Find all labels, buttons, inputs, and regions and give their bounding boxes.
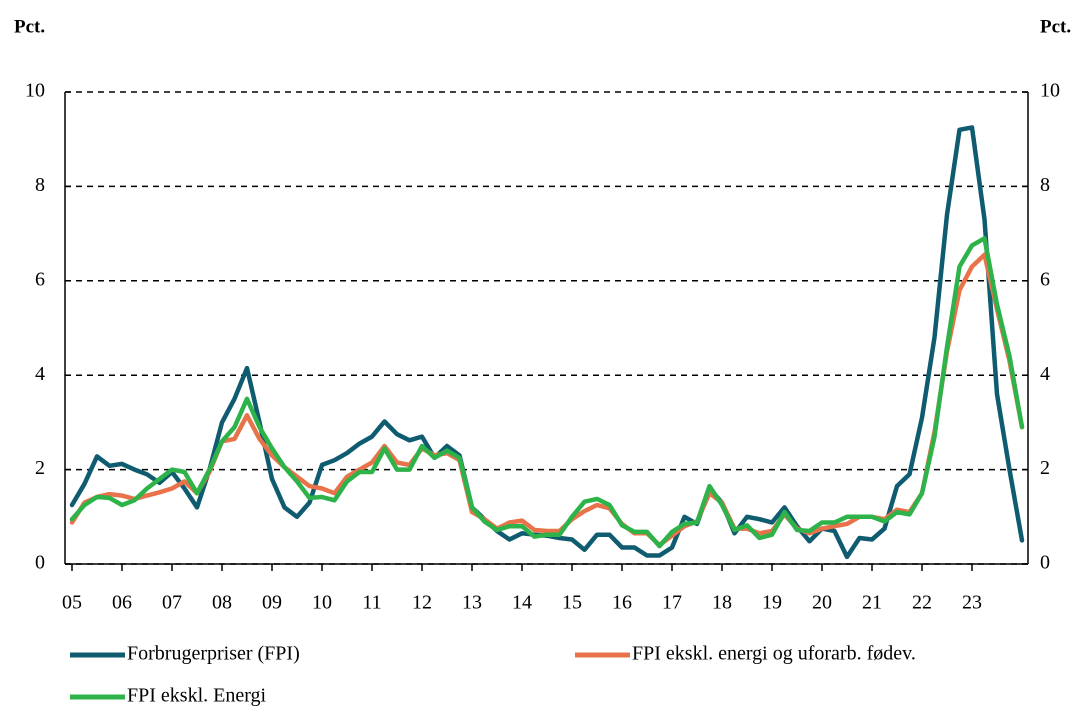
- x-tick-label: 08: [212, 592, 232, 614]
- y2-tick-label: 4: [1040, 363, 1050, 385]
- x-tick-label: 17: [662, 592, 682, 614]
- x-tick-label: 16: [612, 592, 632, 614]
- series-line: [69, 236, 1025, 549]
- y-tick-label: 4: [35, 363, 45, 385]
- y-tick-label: 10: [25, 80, 45, 102]
- x-tick-label: 10: [312, 592, 332, 614]
- y-axis-label: Pct.: [14, 16, 45, 37]
- x-tick-label: 19: [762, 592, 782, 614]
- y2-tick-label: 8: [1040, 174, 1050, 196]
- x-tick-label: 11: [362, 592, 381, 614]
- legend-label: FPI ekskl. Energi: [127, 685, 267, 707]
- y2-tick-label: 6: [1040, 268, 1050, 290]
- x-tick-label: 06: [112, 592, 132, 614]
- x-tick-label: 07: [162, 592, 182, 614]
- x-tick-label: 15: [562, 592, 582, 614]
- x-tick-label: 21: [862, 592, 882, 614]
- y-tick-label: 6: [35, 268, 45, 290]
- x-tick-label: 18: [712, 592, 732, 614]
- y2-tick-label: 0: [1040, 552, 1050, 574]
- x-tick-label: 12: [412, 592, 432, 614]
- series-line: [69, 125, 1025, 560]
- y-tick-label: 2: [35, 457, 45, 479]
- x-tick-label: 09: [262, 592, 282, 614]
- x-tick-label: 22: [912, 592, 932, 614]
- x-tick-label: 14: [512, 592, 532, 614]
- y-tick-label: 0: [35, 552, 45, 574]
- y2-tick-label: 2: [1040, 457, 1050, 479]
- x-tick-label: 13: [462, 592, 482, 614]
- y2-tick-label: 10: [1040, 80, 1060, 102]
- x-tick-label: 23: [962, 592, 982, 614]
- legend-label: Forbrugerpriser (FPI): [127, 643, 300, 665]
- series-line: [69, 252, 1025, 548]
- x-tick-label: 05: [62, 592, 82, 614]
- legend-label: FPI ekskl. energi og uforarb. fødev.: [632, 643, 916, 665]
- y2-axis-label: Pct.: [1040, 16, 1071, 37]
- x-tick-label: 20: [812, 592, 832, 614]
- y-tick-label: 8: [35, 174, 45, 196]
